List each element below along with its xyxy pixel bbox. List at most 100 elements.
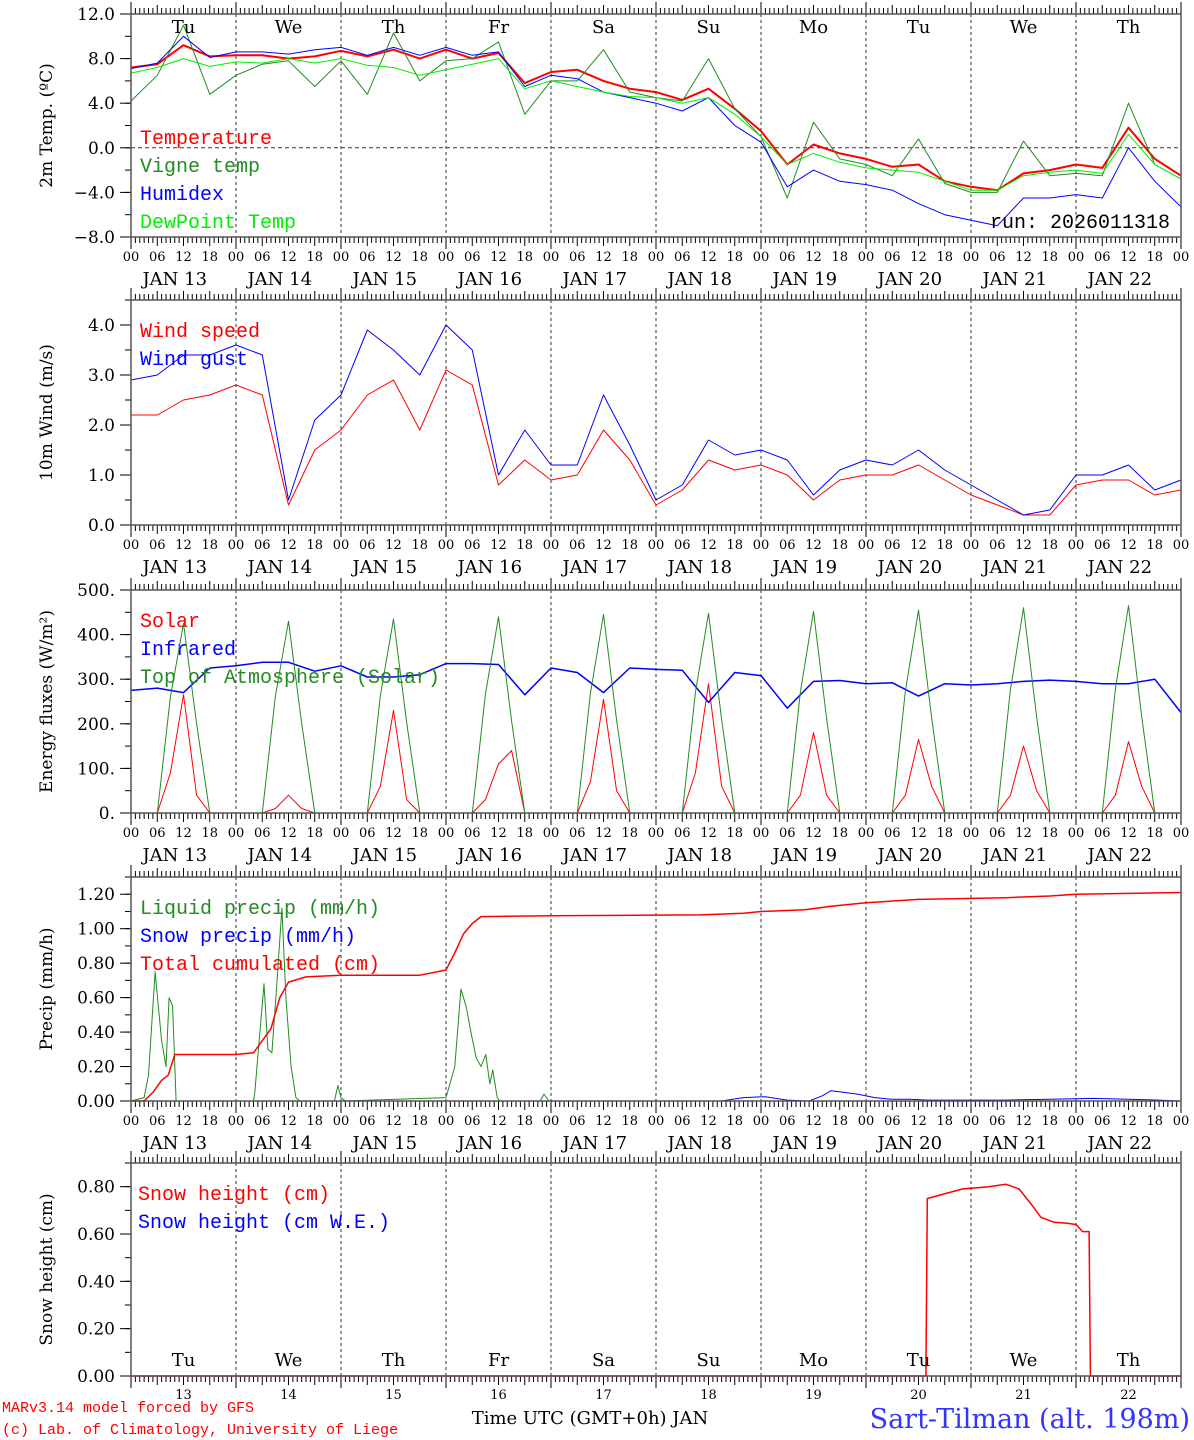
y-tick-label: 0.40	[77, 1272, 115, 1292]
hour-label: 18	[726, 826, 743, 841]
hour-label: 12	[700, 826, 717, 841]
date-label: JAN 18	[665, 845, 732, 866]
hour-label: 06	[149, 826, 166, 841]
hour-label: 00	[753, 538, 770, 553]
hour-label: 12	[280, 250, 297, 265]
hour-label: 18	[516, 1114, 533, 1129]
hour-label: 06	[254, 1114, 271, 1129]
hour-label: 06	[779, 250, 796, 265]
date-label: JAN 16	[455, 557, 522, 578]
legend-entry: Total cumulated (cm)	[140, 954, 380, 977]
date-label: JAN 17	[560, 557, 627, 578]
hour-label: 18	[411, 538, 428, 553]
date-label: JAN 14	[245, 845, 312, 866]
y-tick-label: 0.00	[77, 1367, 115, 1387]
date-label: JAN 15	[350, 269, 417, 290]
legend-entry: Humidex	[140, 184, 224, 207]
hour-label: 06	[569, 1114, 586, 1129]
hour-label: 18	[621, 538, 638, 553]
hour-label: 06	[884, 1114, 901, 1129]
day-name: Fr	[488, 1350, 509, 1371]
plot-frame	[130, 13, 1182, 238]
hour-label: 12	[805, 538, 822, 553]
hour-label: 18	[201, 826, 218, 841]
y-tick-label: 1.0	[88, 466, 115, 486]
y-tick-label: 0.20	[77, 1058, 115, 1078]
hour-label: 18	[726, 538, 743, 553]
hour-label: 06	[464, 1114, 481, 1129]
hour-label: 06	[1094, 538, 1111, 553]
hour-label: 06	[359, 826, 376, 841]
date-label: JAN 17	[560, 1133, 627, 1154]
hour-label: 12	[700, 1114, 717, 1129]
date-label: JAN 22	[1085, 269, 1152, 290]
y-tick-label: 0.60	[77, 1225, 115, 1245]
hour-label: 06	[674, 250, 691, 265]
hour-label: 00	[438, 250, 455, 265]
hour-label: 12	[595, 250, 612, 265]
y-axis-label: 2m Temp. (ºC)	[37, 63, 57, 188]
day-number-label: 15	[385, 1388, 402, 1403]
day-number-label: 16	[490, 1388, 507, 1403]
hour-label: 12	[490, 1114, 507, 1129]
hour-label: 12	[1120, 826, 1137, 841]
hour-label: 18	[1146, 538, 1163, 553]
day-name: Sa	[592, 17, 615, 38]
day-name: Tu	[172, 1350, 196, 1371]
hour-label: 12	[280, 538, 297, 553]
hour-label: 12	[385, 250, 402, 265]
day-name: We	[275, 17, 303, 38]
hour-label: 00	[648, 250, 665, 265]
legend-entry: Liquid precip (mm/h)	[140, 898, 380, 921]
day-number-label: 17	[595, 1388, 612, 1403]
legend-entry: Wind speed	[140, 321, 260, 344]
hour-label: 18	[411, 826, 428, 841]
y-tick-label: 0.20	[77, 1320, 115, 1340]
hour-label: 00	[1068, 250, 1085, 265]
hour-label: 18	[936, 538, 953, 553]
hour-label: 18	[936, 826, 953, 841]
day-name: We	[275, 1350, 303, 1371]
hour-label: 06	[359, 250, 376, 265]
date-label: JAN 18	[665, 1133, 732, 1154]
hour-label: 18	[411, 1114, 428, 1129]
date-label: JAN 14	[245, 1133, 312, 1154]
y-axis-label: 10m Wind (m/s)	[37, 344, 57, 481]
hour-label: 00	[648, 538, 665, 553]
panel-2: 0.0 1.0 2.0 3.0 4.0 10m Wind (m/s) Wind speed W…	[37, 288, 1189, 578]
hour-label: 00	[1173, 250, 1190, 265]
hour-label: 18	[201, 1114, 218, 1129]
hour-label: 06	[1094, 826, 1111, 841]
hour-label: 06	[1094, 250, 1111, 265]
y-tick-label: 0.80	[77, 1178, 115, 1198]
hour-label: 00	[1173, 538, 1190, 553]
legend-entry: DewPoint Temp	[140, 212, 296, 235]
day-name: Mo	[799, 17, 828, 38]
hour-label: 18	[621, 826, 638, 841]
hour-label: 12	[595, 826, 612, 841]
date-label: JAN 14	[245, 269, 312, 290]
hour-label: 06	[254, 250, 271, 265]
hour-label: 06	[779, 826, 796, 841]
hour-label: 00	[333, 826, 350, 841]
legend-entry: Solar	[140, 611, 200, 634]
legend-entry: Snow height (cm W.E.)	[138, 1212, 390, 1235]
hour-label: 00	[963, 1114, 980, 1129]
hour-label: 06	[989, 1114, 1006, 1129]
day-name: Tu	[172, 17, 196, 38]
series-line-top-of-atmosphere-solar-	[131, 605, 1181, 814]
date-label: JAN 20	[875, 269, 942, 290]
hour-label: 00	[1173, 1114, 1190, 1129]
hour-label: 12	[385, 826, 402, 841]
hour-label: 06	[989, 538, 1006, 553]
y-tick-label: 4.0	[88, 94, 115, 114]
y-tick-label: 0.40	[77, 1023, 115, 1043]
date-label: JAN 20	[875, 1133, 942, 1154]
hour-label: 18	[306, 250, 323, 265]
day-name: Mo	[799, 1350, 828, 1371]
panel-5: 0.00 0.20 0.40 0.60 0.80 Snow height (cm) Snow…	[37, 1151, 1182, 1403]
hour-label: 00	[1068, 1114, 1085, 1129]
hour-label: 00	[1068, 826, 1085, 841]
hour-label: 06	[779, 1114, 796, 1129]
hour-label: 00	[228, 826, 245, 841]
